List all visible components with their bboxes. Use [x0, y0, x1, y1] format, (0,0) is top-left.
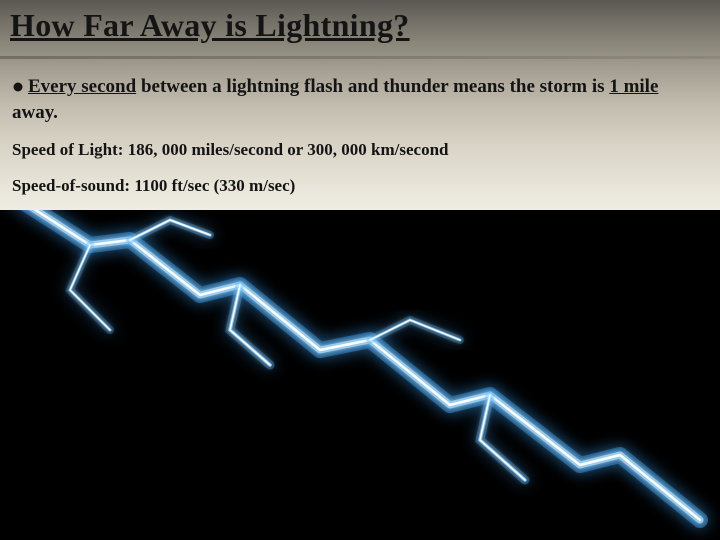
slide: How Far Away is Lightning? Every second …	[0, 0, 720, 540]
bullet-tail: away.	[12, 102, 58, 123]
bullet-underline-1: Every second	[28, 76, 136, 97]
lightning-image	[0, 210, 720, 540]
bullet-underline-2: 1 mile	[609, 76, 658, 97]
speed-of-sound-text: Speed-of-sound: 1100 ft/sec (330 m/sec)	[12, 176, 295, 196]
bullet-text: Every second between a lightning flash a…	[12, 74, 700, 125]
lightning-bolt-icon	[0, 210, 720, 540]
page-title: How Far Away is Lightning?	[10, 8, 410, 43]
header-region: How Far Away is Lightning? Every second …	[0, 0, 720, 210]
bullet-icon	[12, 75, 24, 100]
bullet-mid: between a lightning flash and thunder me…	[136, 76, 609, 97]
speed-of-light-text: Speed of Light: 186, 000 miles/second or…	[12, 140, 449, 160]
divider	[0, 56, 720, 59]
